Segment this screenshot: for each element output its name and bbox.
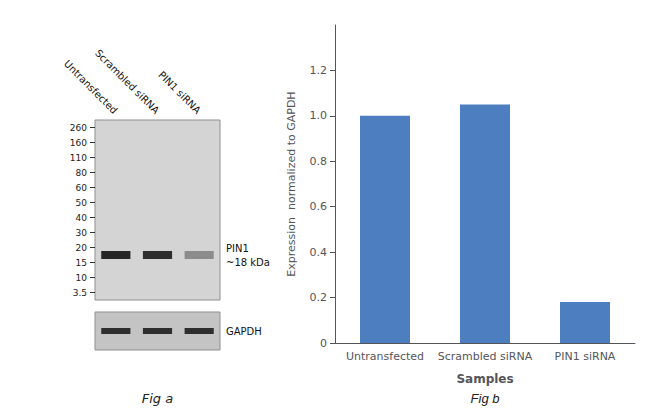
svg-text:1.0: 1.0 (310, 109, 328, 122)
svg-text:Untransfected: Untransfected (346, 350, 424, 363)
svg-text:Samples: Samples (456, 372, 513, 386)
svg-text:0.4: 0.4 (310, 246, 328, 259)
svg-text:20: 20 (76, 243, 88, 253)
svg-text:260: 260 (70, 123, 87, 133)
svg-text:Scrambled siRNA: Scrambled siRNA (438, 350, 533, 363)
svg-text:Fig b: Fig b (471, 391, 500, 406)
svg-text:30: 30 (76, 228, 88, 238)
svg-text:40: 40 (76, 213, 88, 223)
svg-text:60: 60 (76, 183, 88, 193)
svg-text:0.2: 0.2 (310, 291, 328, 304)
svg-text:Scrambled siRNA: Scrambled siRNA (93, 47, 162, 116)
svg-text:Fig a: Fig a (142, 391, 173, 406)
svg-text:10: 10 (76, 273, 88, 283)
svg-text:80: 80 (76, 168, 88, 178)
svg-text:0.8: 0.8 (310, 155, 328, 168)
svg-text:15: 15 (76, 258, 87, 268)
svg-text:GAPDH: GAPDH (226, 326, 262, 337)
svg-text:0: 0 (320, 337, 327, 350)
svg-text:160: 160 (70, 138, 87, 148)
svg-text:~18 kDa: ~18 kDa (226, 257, 270, 268)
svg-text:1.2: 1.2 (310, 64, 328, 77)
svg-text:0.6: 0.6 (310, 200, 328, 213)
svg-text:Expression normalized to GAPD: Expression normalized to GAPDH (285, 91, 298, 276)
svg-text:110: 110 (70, 153, 87, 163)
svg-text:3.5: 3.5 (73, 288, 87, 298)
svg-text:PIN1 siRNA: PIN1 siRNA (156, 69, 203, 116)
svg-text:PIN1 siRNA: PIN1 siRNA (555, 350, 616, 363)
svg-text:50: 50 (76, 198, 88, 208)
svg-text:PIN1: PIN1 (226, 243, 249, 254)
svg-text:Untransfected: Untransfected (61, 58, 120, 116)
